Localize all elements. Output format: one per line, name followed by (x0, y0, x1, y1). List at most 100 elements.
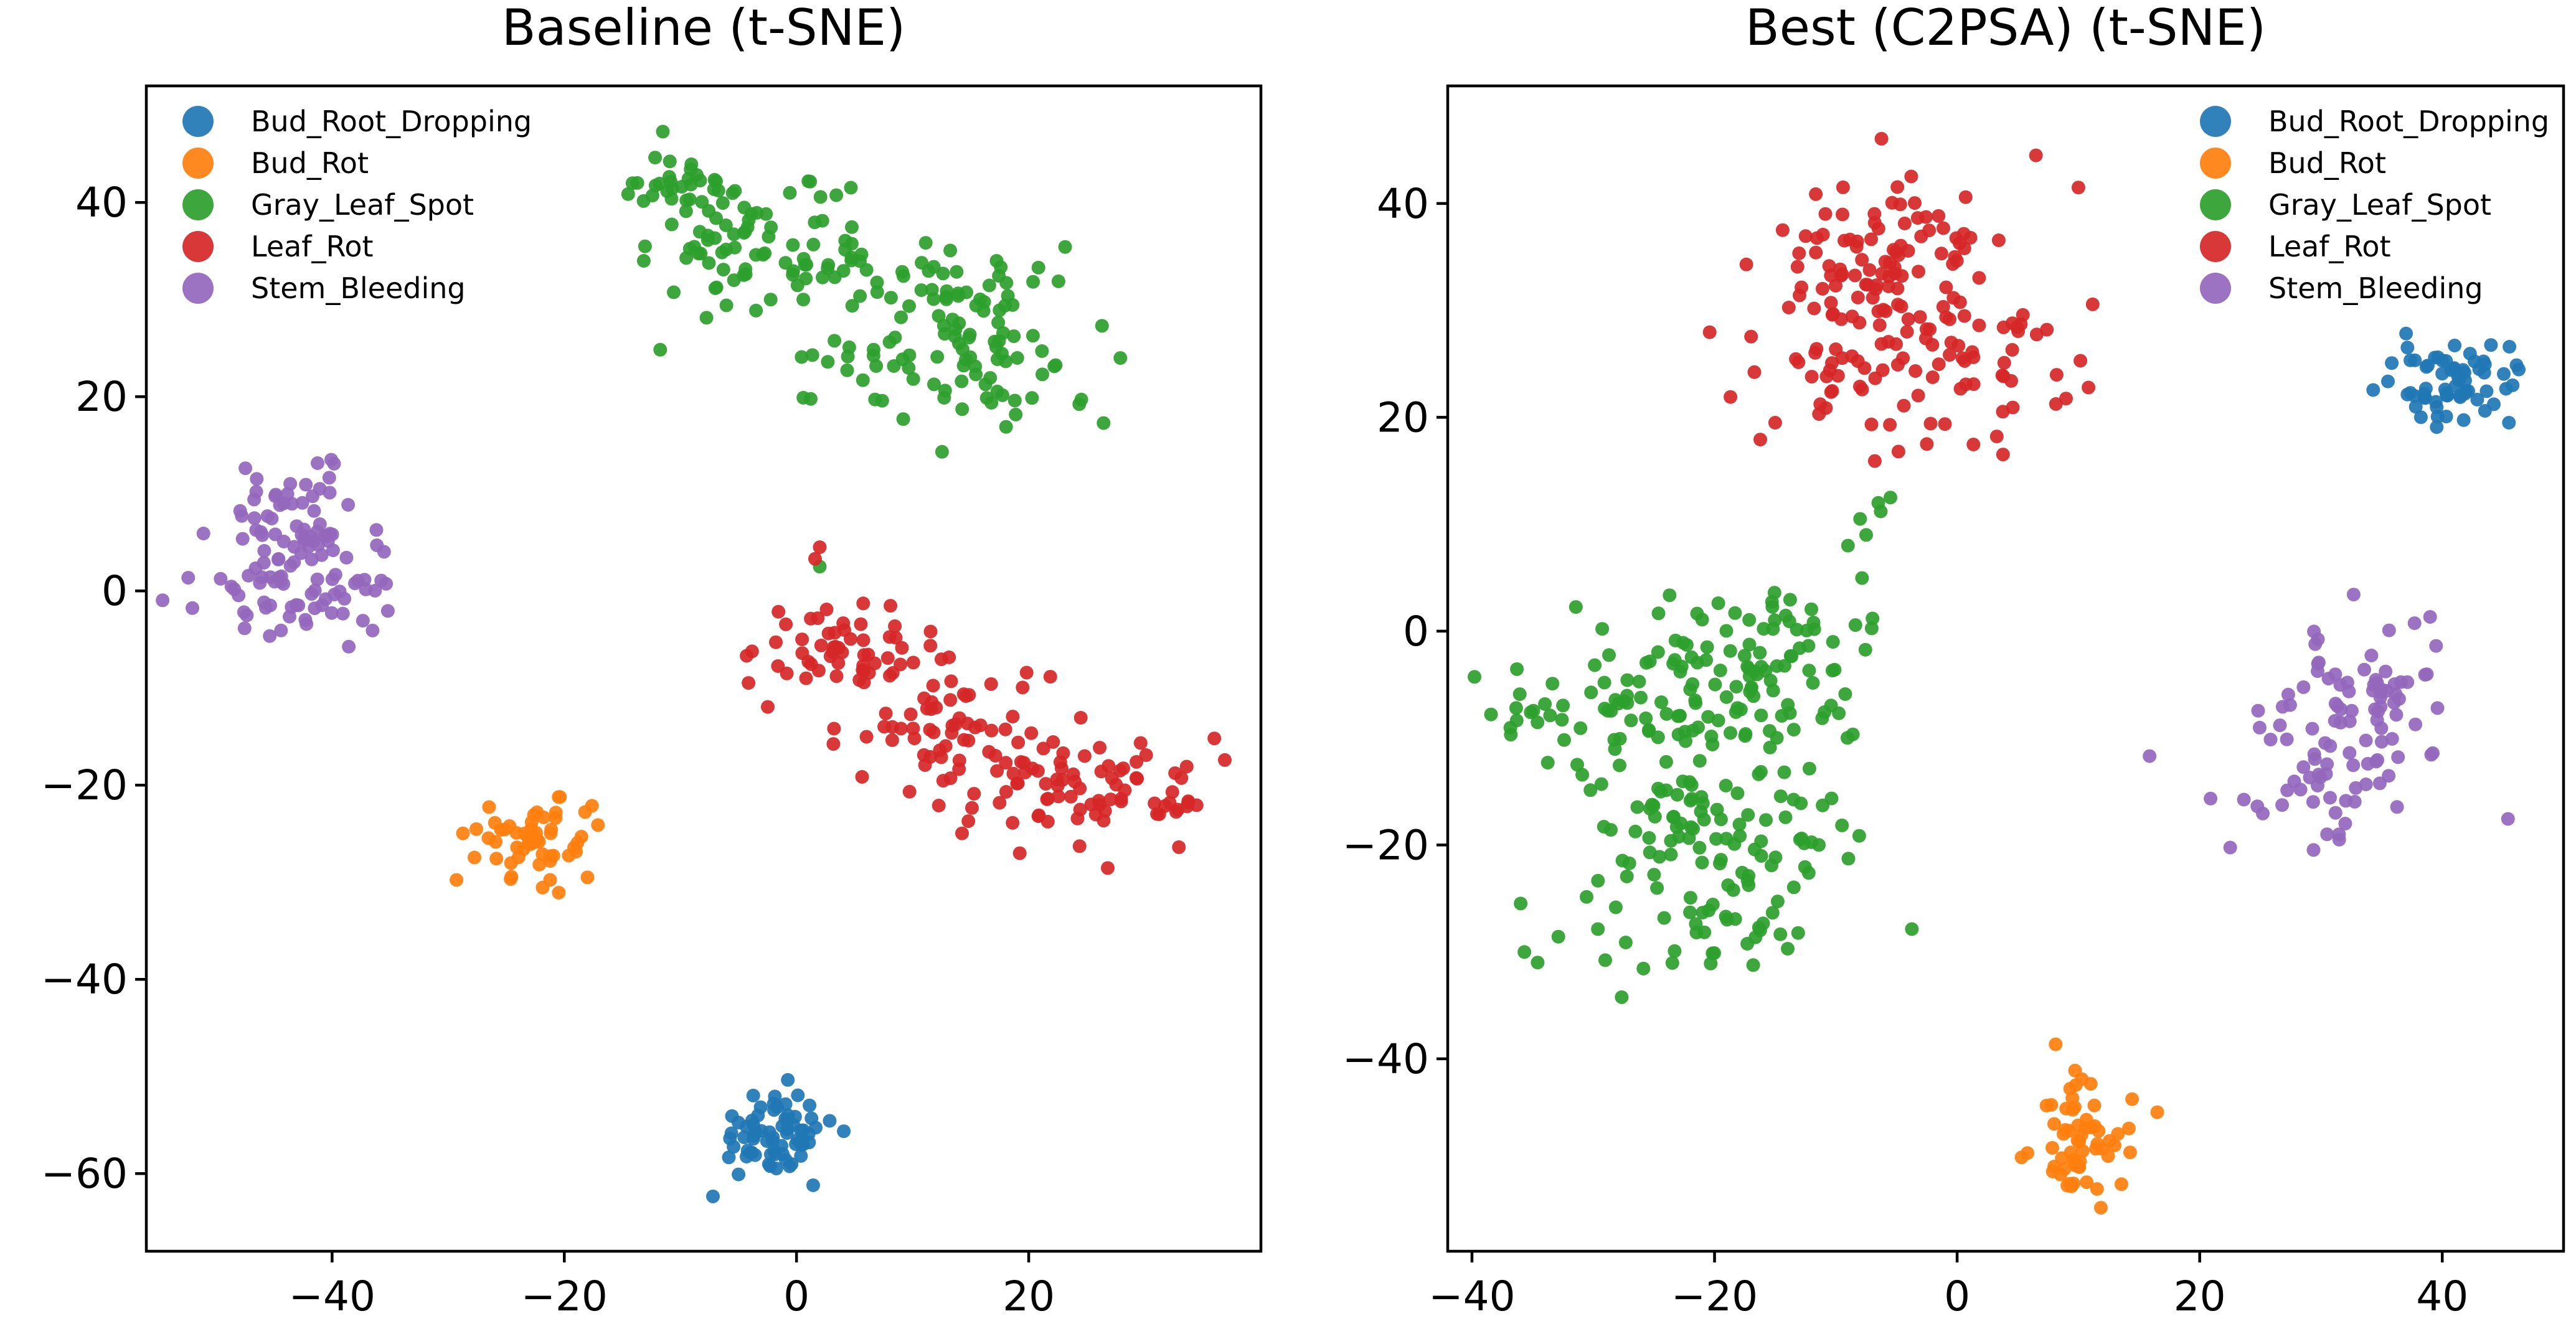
scatter-point (1908, 196, 1922, 210)
scatter-point (552, 886, 566, 900)
scatter-point (504, 856, 518, 870)
scatter-point (885, 666, 900, 680)
scatter-point (1741, 808, 1755, 822)
scatter-point (934, 750, 948, 764)
scatter-point (950, 265, 964, 279)
scatter-point (2047, 1117, 2061, 1131)
scatter-point (888, 619, 902, 633)
scatter-point (2049, 1037, 2063, 1051)
scatter-point (856, 373, 870, 387)
y-tick-label: −40 (1342, 1035, 1429, 1083)
scatter-point (295, 496, 309, 510)
scatter-point (1710, 802, 1724, 817)
scatter-point (648, 178, 663, 192)
scatter-point (1643, 845, 1657, 860)
scatter-point (803, 1098, 817, 1112)
scatter-point (1604, 823, 1618, 837)
scatter-point (1643, 654, 1657, 669)
scatter-point (1763, 724, 1776, 738)
scatter-point (1816, 281, 1829, 296)
scatter-point (753, 1100, 768, 1114)
scatter-point (1996, 448, 2010, 462)
scatter-point (2125, 1092, 2140, 1106)
scatter-point (2071, 1118, 2085, 1132)
scatter-point (1805, 835, 1819, 849)
scatter-point (988, 334, 1002, 349)
scatter-point (532, 835, 546, 849)
scatter-point (2070, 1133, 2085, 1147)
scatter-point (1966, 377, 1981, 392)
scatter-point (1723, 644, 1737, 658)
scatter-point (991, 316, 1006, 330)
scatter-point (653, 342, 668, 357)
scatter-point (1588, 658, 1602, 672)
scatter-point (1735, 865, 1749, 880)
scatter-point (1894, 299, 1908, 314)
scatter-point (1620, 673, 1635, 687)
scatter-point (856, 596, 870, 611)
scatter-point (1634, 690, 1648, 705)
x-tick-label: 20 (1003, 1272, 1055, 1320)
scatter-point (502, 819, 517, 833)
scatter-point (1932, 209, 1946, 223)
legend-marker (2200, 231, 2231, 262)
scatter-point (1746, 958, 1760, 972)
scatter-point (1934, 247, 1948, 261)
scatter-point (630, 176, 644, 190)
scatter-point (1654, 784, 1668, 799)
scatter-point (504, 872, 518, 886)
scatter-point (1514, 896, 1528, 911)
legend-marker (2200, 189, 2231, 220)
scatter-point (235, 532, 250, 546)
scatter-point (544, 822, 559, 837)
scatter-point (1989, 430, 2004, 444)
scatter-point (1686, 677, 1700, 691)
scatter-point (1883, 418, 1897, 432)
scatter-point (1702, 325, 1717, 339)
scatter-point (2071, 1158, 2085, 1173)
scatter-point (984, 677, 998, 691)
y-tick-label: 40 (1377, 180, 1429, 228)
scatter-point (2115, 1177, 2128, 1191)
scatter-point (1791, 926, 1805, 940)
scatter-point (242, 568, 256, 583)
scatter-point (488, 815, 502, 830)
tick-layer: −40 −20 0 20 40 20 0 −20 −40 −60 (41, 179, 1055, 1320)
x-tick-label: −40 (1428, 1272, 1515, 1320)
scatter-point (2045, 1165, 2060, 1178)
scatter-point (2328, 667, 2342, 682)
scatter-point (489, 852, 504, 866)
scatter-point (1659, 707, 1674, 721)
scatter-point (1011, 735, 1026, 750)
scatter-point (775, 1119, 790, 1133)
scatter-point (257, 543, 271, 558)
scatter-point (356, 614, 370, 628)
scatter-point (952, 753, 966, 768)
scatter-point (984, 396, 999, 410)
scatter-point (1846, 727, 1860, 741)
scatter-point (664, 217, 679, 232)
scatter-point (1708, 677, 1722, 692)
scatter-point (727, 227, 741, 242)
y-tick-label: 20 (75, 373, 128, 421)
scatter-point (1841, 538, 1855, 553)
scatter-point (1868, 371, 1882, 385)
scatter-point (1728, 606, 1742, 620)
scatter-point (1555, 713, 1569, 727)
scatter-point (2328, 806, 2342, 820)
scatter-point (2423, 610, 2437, 624)
scatter-point (894, 310, 908, 324)
scatter-point (742, 213, 756, 227)
scatter-point (780, 666, 794, 680)
scatter-point (237, 621, 252, 636)
scatter-point (1642, 724, 1656, 738)
scatter-point (2044, 1097, 2059, 1112)
scatter-point (1058, 240, 1072, 254)
scatter-point (771, 604, 786, 619)
scatter-point (1729, 705, 1743, 719)
scatter-point (1054, 761, 1069, 776)
scatter-point (836, 616, 851, 631)
scatter-point (827, 721, 841, 736)
scatter-point (965, 801, 979, 815)
scatter-point (1636, 961, 1651, 975)
